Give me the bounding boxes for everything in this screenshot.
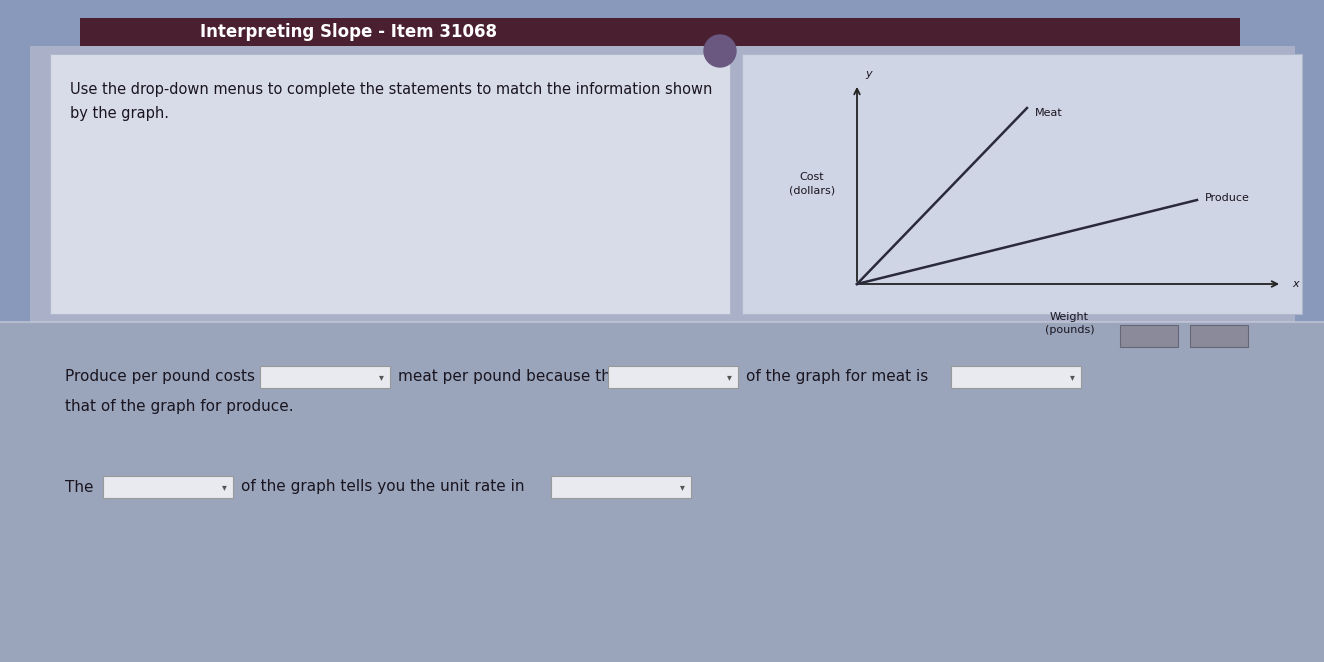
Bar	[260, 366, 391, 388]
Bar	[50, 54, 730, 314]
Text: Meat: Meat	[1035, 108, 1063, 118]
Bar	[30, 46, 1295, 322]
Text: Cost
(dollars): Cost (dollars)	[789, 172, 835, 195]
Circle shape	[704, 35, 736, 67]
Bar	[1120, 325, 1178, 347]
Bar	[1190, 325, 1249, 347]
Bar	[608, 366, 737, 388]
Text: of the graph for meat is: of the graph for meat is	[745, 369, 928, 385]
Bar	[551, 476, 691, 498]
Text: Produce: Produce	[1205, 193, 1250, 203]
Text: ▾: ▾	[222, 482, 226, 492]
Text: by the graph.: by the graph.	[70, 106, 169, 121]
Text: Produce per pound costs: Produce per pound costs	[65, 369, 256, 385]
Text: x: x	[1292, 279, 1299, 289]
Bar	[103, 476, 233, 498]
Text: ▾: ▾	[727, 372, 732, 382]
Bar	[79, 18, 1241, 46]
Text: meat per pound because the: meat per pound because the	[399, 369, 621, 385]
Text: Interpreting Slope - Item 31068: Interpreting Slope - Item 31068	[200, 23, 496, 41]
Text: ▾: ▾	[681, 482, 685, 492]
Text: that of the graph for produce.: that of the graph for produce.	[65, 399, 294, 414]
Bar	[0, 322, 1324, 662]
Text: ▾: ▾	[1070, 372, 1075, 382]
Text: Weight
(pounds): Weight (pounds)	[1045, 312, 1095, 335]
Text: y: y	[865, 69, 871, 79]
Text: ▾: ▾	[379, 372, 384, 382]
Text: of the graph tells you the unit rate in: of the graph tells you the unit rate in	[241, 479, 524, 495]
Bar	[741, 54, 1301, 314]
Text: The: The	[65, 479, 94, 495]
Text: Use the drop-down menus to complete the statements to match the information show: Use the drop-down menus to complete the …	[70, 82, 712, 97]
Bar	[951, 366, 1080, 388]
